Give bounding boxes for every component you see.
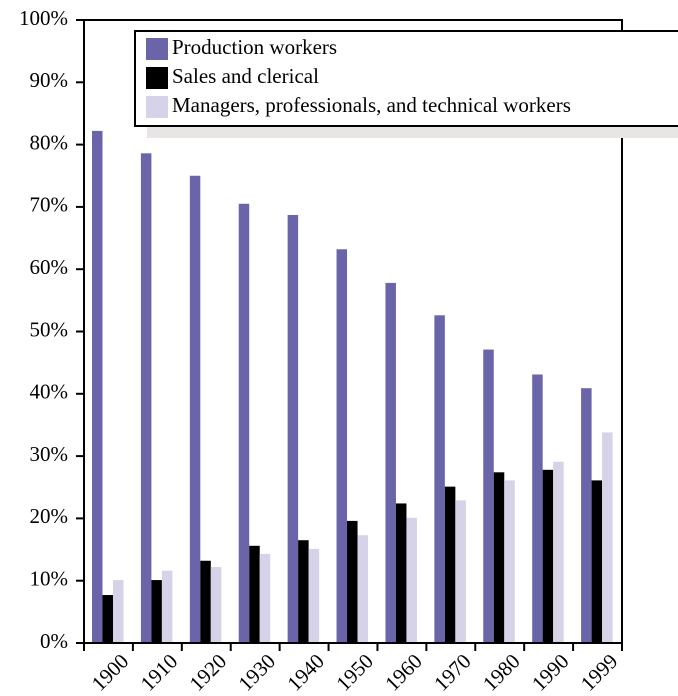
x-tick-label: 1999 [576,649,623,696]
y-tick-label: 60% [30,255,69,279]
bar [200,560,211,643]
legend-swatch [146,38,168,60]
bar [602,432,613,643]
legend-label: Managers, professionals, and technical w… [172,93,571,117]
bar [102,595,113,643]
bar [151,580,162,643]
bar [581,388,592,643]
bar [591,480,603,643]
y-tick-label: 80% [30,130,69,154]
bar [444,486,456,643]
bar [553,461,564,643]
legend [134,30,678,127]
y-tick-label: 90% [30,68,69,92]
bar [113,580,124,643]
x-tick-label: 1920 [185,649,232,696]
y-tick-label: 0% [40,629,68,653]
bar [161,570,173,643]
x-tick-label: 1940 [282,649,329,696]
y-tick-label: 50% [30,317,69,341]
bar [189,175,201,643]
bar [542,469,554,643]
bar [238,203,250,643]
legend-label: Sales and clerical [172,64,319,88]
bar [336,249,348,643]
x-tick-label: 1900 [87,649,134,696]
x-tick-label: 1960 [380,649,427,696]
y-tick-label: 10% [30,567,69,591]
legend-swatch [146,67,168,89]
x-tick-label: 1910 [136,649,183,696]
bar [287,214,299,643]
bar [504,480,515,643]
bar [259,553,271,643]
bar [140,153,152,643]
y-tick-label: 40% [30,380,69,404]
y-tick-label: 70% [30,193,69,217]
bar [298,540,309,643]
legend-swatch [146,96,168,118]
bar [357,535,369,643]
bar [493,472,505,643]
bar [483,349,494,643]
y-tick-label: 30% [30,442,69,466]
x-tick-label: 1990 [527,649,574,696]
y-tick-label: 20% [30,504,69,528]
x-tick-label: 1950 [331,649,378,696]
x-tick-label: 1930 [233,649,280,696]
bar [532,374,543,643]
x-tick-label: 1980 [478,649,525,696]
bar [210,566,222,643]
bar [249,545,260,643]
legend-label: Production workers [172,35,337,59]
bar [406,517,417,643]
bar [92,130,103,644]
bar [347,520,358,643]
bar [385,282,396,643]
bar [308,548,320,643]
x-tick-label: 1970 [429,649,476,696]
bar [455,500,466,643]
bar [395,503,407,643]
bar [434,315,445,643]
y-tick-label: 100% [19,6,68,30]
